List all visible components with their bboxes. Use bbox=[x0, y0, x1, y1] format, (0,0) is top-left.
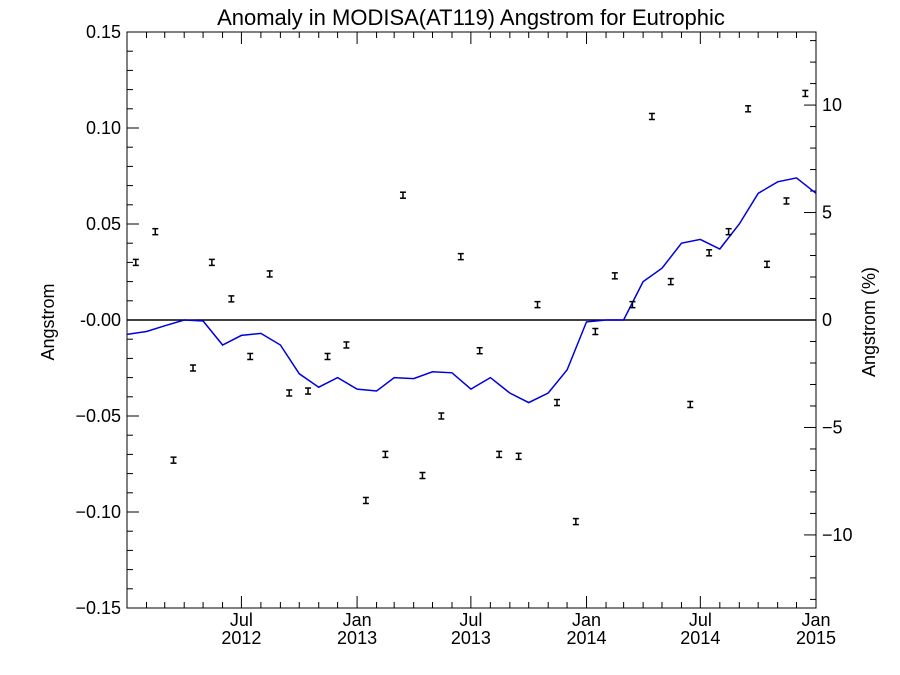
chart-title: Anomaly in MODISA(AT119) Angstrom for Eu… bbox=[217, 5, 725, 30]
y-axis-label-left: Angstrom bbox=[38, 283, 58, 360]
data-point bbox=[286, 389, 293, 397]
data-point bbox=[572, 517, 579, 526]
data-point bbox=[382, 450, 389, 459]
y-right-tick-label: 0 bbox=[822, 310, 832, 330]
x-tick-label-year: 2013 bbox=[337, 628, 377, 648]
data-point bbox=[783, 197, 790, 205]
x-tick-label-year: 2013 bbox=[451, 628, 491, 648]
data-point bbox=[190, 364, 197, 372]
data-point bbox=[362, 496, 369, 505]
data-point bbox=[802, 89, 809, 98]
x-tick-label-year: 2012 bbox=[221, 628, 261, 648]
data-point bbox=[476, 346, 483, 355]
y-tick-label: −0.10 bbox=[75, 502, 121, 522]
x-tick-label-year: 2014 bbox=[567, 628, 607, 648]
data-point bbox=[667, 277, 674, 286]
y-tick-label: −0.05 bbox=[75, 406, 121, 426]
y-tick-label: 0.05 bbox=[86, 214, 121, 234]
y-tick-label: −0.15 bbox=[75, 598, 121, 618]
data-point bbox=[496, 450, 503, 459]
x-tick-label-month: Jan bbox=[343, 610, 372, 630]
data-point bbox=[534, 300, 541, 309]
data-point bbox=[687, 400, 694, 409]
y-tick-label: 0.15 bbox=[86, 22, 121, 42]
data-point bbox=[247, 352, 254, 361]
x-tick-label-month: Jan bbox=[572, 610, 601, 630]
data-point bbox=[553, 398, 560, 407]
data-point bbox=[399, 191, 406, 199]
data-point bbox=[745, 105, 752, 113]
data-point bbox=[152, 227, 159, 236]
y-tick-label: -0.00 bbox=[80, 310, 121, 330]
x-tick-label-year: 2014 bbox=[680, 628, 720, 648]
x-tick-label-month: Jul bbox=[230, 610, 253, 630]
y-right-tick-label: −10 bbox=[822, 525, 853, 545]
y-axis-label-right: Angstrom (%) bbox=[859, 267, 879, 377]
data-point bbox=[266, 270, 273, 278]
data-point bbox=[170, 456, 177, 464]
y-right-tick-label: 10 bbox=[822, 95, 842, 115]
data-point bbox=[419, 471, 426, 480]
data-point bbox=[763, 260, 770, 269]
data-point bbox=[228, 295, 235, 303]
data-point bbox=[629, 300, 636, 309]
y-right-tick-label: −5 bbox=[822, 417, 843, 437]
data-point bbox=[611, 272, 618, 280]
data-point bbox=[305, 387, 312, 395]
data-point bbox=[324, 352, 331, 361]
x-tick-label-year: 2015 bbox=[796, 628, 836, 648]
y-tick-label: 0.10 bbox=[86, 118, 121, 138]
data-point bbox=[457, 252, 464, 261]
data-point bbox=[343, 341, 350, 349]
data-point bbox=[208, 258, 215, 267]
x-tick-label-month: Jan bbox=[801, 610, 830, 630]
x-tick-label-month: Jul bbox=[689, 610, 712, 630]
running-mean-line bbox=[126, 177, 817, 404]
data-point bbox=[648, 112, 655, 121]
data-point bbox=[725, 227, 732, 236]
plot-area: 0.15 0.10 0.05 -0.00 −0.05 −0.10 −0.15 10 5 0 −5 −1… bbox=[75, 22, 852, 648]
data-point bbox=[132, 258, 139, 267]
x-tick-label-month: Jul bbox=[459, 610, 482, 630]
data-point bbox=[706, 249, 713, 257]
data-point bbox=[592, 327, 599, 336]
y-right-tick-label: 5 bbox=[822, 203, 832, 223]
data-point bbox=[515, 452, 522, 461]
data-point bbox=[438, 412, 445, 420]
